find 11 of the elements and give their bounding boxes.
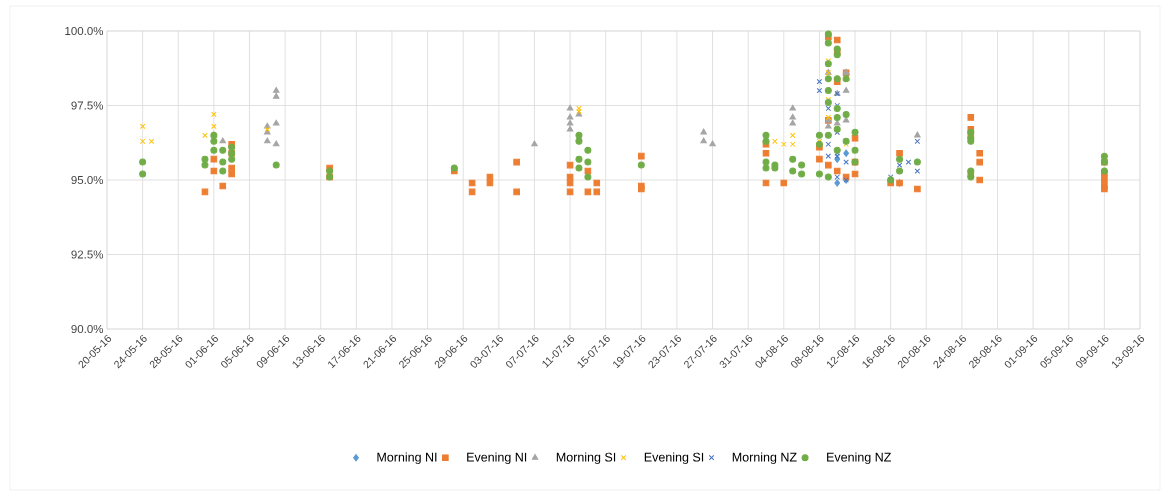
y-tick-label: 95.0% [71,175,104,185]
legend-label: Evening SI [644,452,704,465]
legend-label: Morning NI [377,452,437,465]
legend-label: Morning NZ [732,452,797,465]
y-tick-label: 92.5% [71,250,104,259]
legend-label: Morning SI [556,452,616,465]
y-tick-label: 90.0% [71,324,104,334]
y-tick-label: 97.5% [71,101,104,110]
legend-label: Evening NI [467,452,527,465]
legend-label: Evening NZ [827,452,891,465]
y-tick-label: 100.0% [65,26,104,36]
